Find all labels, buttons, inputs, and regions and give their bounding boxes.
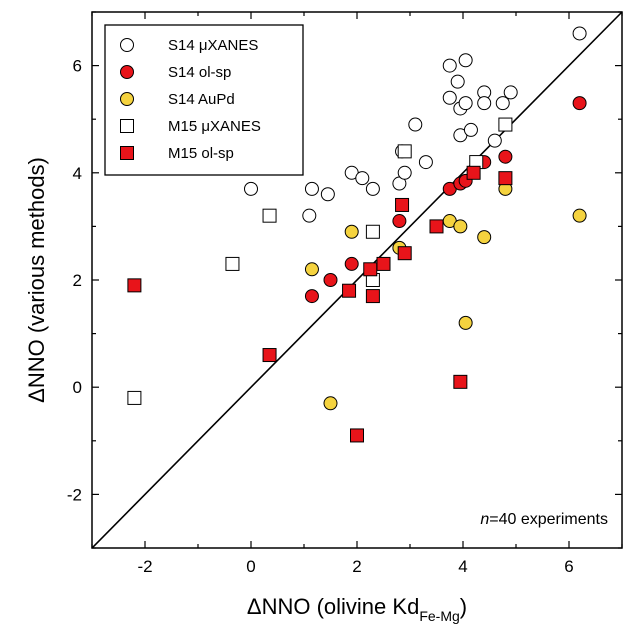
legend-marker	[120, 38, 134, 52]
data-point	[442, 90, 457, 105]
data-point	[376, 256, 391, 271]
annotation-italic: n	[480, 511, 489, 528]
data-point	[429, 219, 444, 234]
legend-label: S14 AuPd	[168, 91, 235, 108]
y-tick-label: -2	[67, 485, 82, 504]
x-tick-label: 2	[352, 557, 361, 576]
data-point	[458, 53, 473, 68]
data-point	[495, 96, 510, 111]
annotation-text: =40 experiments	[489, 511, 608, 528]
y-tick-label: 0	[73, 378, 82, 397]
data-point	[463, 122, 478, 137]
data-point	[572, 26, 587, 41]
x-tick-label: 0	[246, 557, 255, 576]
sample-count-annotation: n=40 experiments	[480, 511, 608, 528]
data-point	[365, 224, 380, 239]
data-point	[572, 96, 587, 111]
axes-group: -2 0 2 4 6 -2 0 2 4 6	[67, 11, 623, 576]
x-tick-label: -2	[137, 557, 152, 576]
data-point	[466, 165, 481, 180]
one-to-one-line	[91, 11, 623, 549]
data-point	[392, 214, 407, 229]
data-point	[323, 396, 338, 411]
legend-label: S14 μXANES	[168, 37, 258, 54]
data-point	[304, 181, 319, 196]
data-point	[344, 224, 359, 239]
x-tick-label: 4	[458, 557, 467, 576]
reference-line-group	[91, 11, 623, 549]
data-point	[477, 230, 492, 245]
data-point	[487, 133, 502, 148]
x-axis-title: ΔNNO (olivine KdFe-Mg)	[247, 594, 467, 624]
legend-box	[104, 24, 304, 176]
data-point	[498, 149, 513, 164]
x-axis-title-end: )	[460, 594, 467, 619]
x-tick-label: 6	[564, 557, 573, 576]
x-axis-title-main: ΔNNO (olivine Kd	[247, 594, 419, 619]
data-point	[453, 374, 468, 389]
data-point	[323, 273, 338, 287]
legend-items: S14 μXANES S14 ol-sp S14 AuPd M15 μXANES M15…	[120, 37, 261, 162]
y-axis-title: ΔNNO (various methods)	[24, 157, 49, 403]
legend-marker	[120, 92, 134, 106]
series-4	[127, 165, 513, 443]
y-tick-label: 2	[73, 271, 82, 290]
data-point	[498, 117, 513, 132]
legend-label: M15 μXANES	[168, 118, 261, 135]
data-point	[304, 262, 319, 277]
data-point	[244, 181, 258, 196]
data-point	[365, 181, 380, 196]
data-point	[350, 428, 364, 443]
data-point	[225, 256, 240, 271]
data-point	[395, 197, 410, 212]
data-point	[304, 289, 319, 304]
y-tick-label: 4	[73, 164, 82, 183]
data-point	[503, 85, 518, 100]
data-point	[363, 262, 378, 277]
series-1	[304, 96, 587, 304]
data-point	[458, 96, 473, 111]
data-points-group	[127, 26, 587, 443]
data-point	[408, 117, 423, 132]
data-point	[302, 208, 317, 223]
data-point	[397, 246, 412, 261]
data-point	[572, 208, 587, 223]
data-point	[477, 96, 492, 111]
data-point	[355, 171, 370, 186]
legend: S14 μXANES S14 ol-sp S14 AuPd M15 μXANES M15…	[104, 24, 304, 176]
legend-marker	[120, 65, 134, 79]
data-point	[365, 289, 380, 304]
data-point	[127, 390, 142, 405]
data-point	[458, 315, 473, 330]
legend-label: M15 ol-sp	[168, 145, 234, 162]
data-point	[397, 165, 412, 180]
data-point	[418, 155, 433, 170]
data-point	[498, 171, 513, 186]
legend-marker	[120, 119, 134, 133]
data-point	[344, 256, 359, 271]
data-point	[262, 348, 277, 363]
data-point	[342, 283, 357, 298]
data-point	[127, 278, 142, 293]
data-point	[320, 187, 335, 202]
data-point	[397, 144, 412, 159]
x-axis-title-subscript: Fe-Mg	[419, 608, 459, 624]
y-tick-label: 6	[73, 57, 82, 76]
data-point	[450, 74, 465, 89]
legend-label: S14 ol-sp	[168, 64, 231, 81]
data-point	[453, 219, 468, 234]
data-point	[442, 58, 457, 73]
data-point	[262, 208, 277, 223]
legend-marker	[120, 146, 134, 160]
